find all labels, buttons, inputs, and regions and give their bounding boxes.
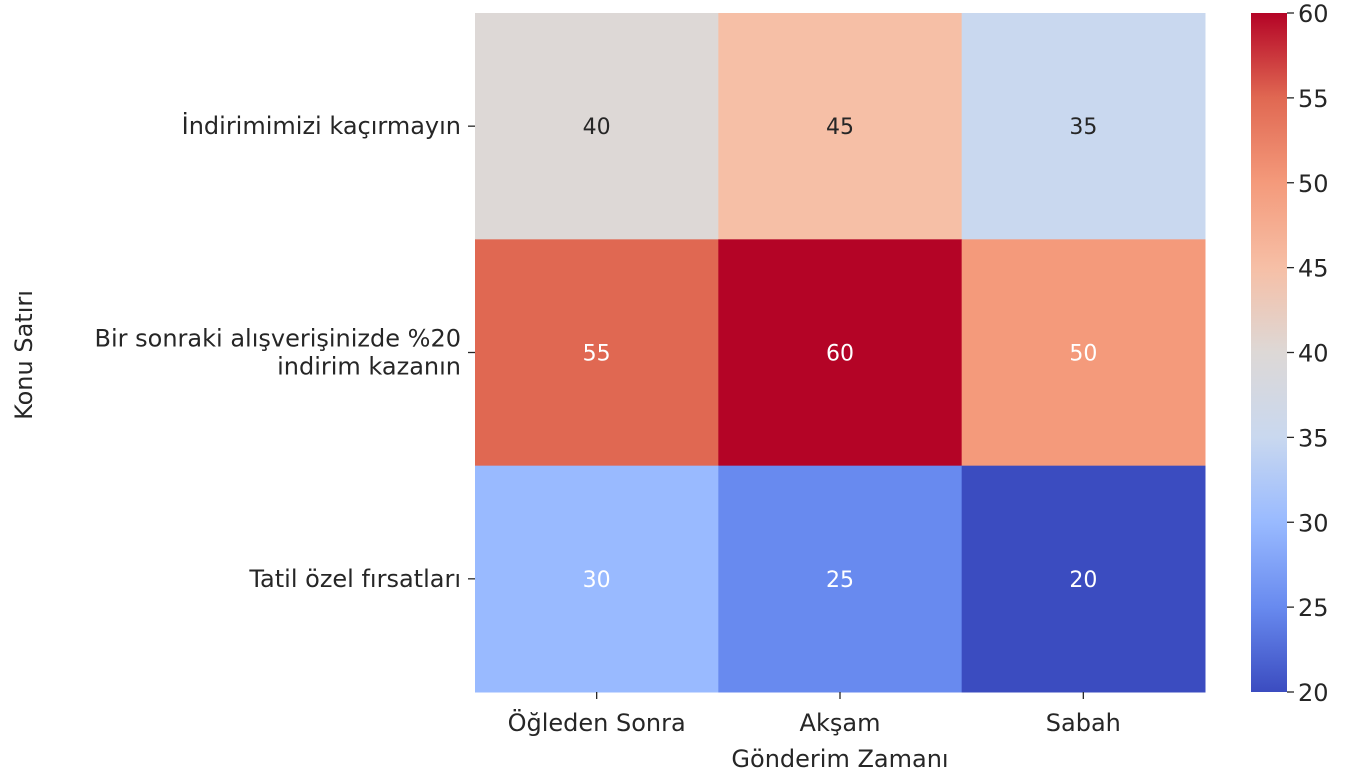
heatmap-cell <box>961 465 1206 693</box>
y-tick-label: Tatil özel fırsatları <box>248 565 461 593</box>
x-tick-label: Sabah <box>1046 709 1121 737</box>
y-tick-label: indirim kazanın <box>277 353 461 381</box>
cell-value-label: 50 <box>1069 342 1097 367</box>
colorbar <box>1251 13 1287 692</box>
colorbar-tick-label: 30 <box>1298 509 1329 537</box>
y-tick-label: Bir sonraki alışverişinizde %20 <box>95 325 461 353</box>
colorbar-tick-label: 50 <box>1298 170 1329 198</box>
heatmap-cell <box>718 13 963 240</box>
x-tick-label: Öğleden Sonra <box>508 708 686 737</box>
heatmap-cell <box>475 465 719 693</box>
heatmap-cell <box>961 13 1206 240</box>
colorbar-tick-label: 60 <box>1298 0 1329 28</box>
cell-value-label: 45 <box>826 115 854 140</box>
x-axis-title: Gönderim Zamanı <box>731 745 948 773</box>
y-tick-label: İndirimimizi kaçırmayın <box>182 111 461 140</box>
cell-value-label: 20 <box>1069 568 1097 593</box>
colorbar-tick-label: 55 <box>1298 85 1329 113</box>
cell-value-label: 30 <box>583 568 611 593</box>
heatmap-cell <box>961 239 1206 467</box>
colorbar-tick-label: 45 <box>1298 255 1329 283</box>
heatmap-cell <box>718 239 963 467</box>
heatmap-cell <box>718 465 963 693</box>
cell-value-label: 40 <box>583 115 611 140</box>
colorbar-tick-label: 25 <box>1298 594 1329 622</box>
cell-value-label: 55 <box>583 342 611 367</box>
cell-value-label: 60 <box>826 342 854 367</box>
heatmap-cell <box>475 13 719 240</box>
colorbar-tick-label: 40 <box>1298 340 1329 368</box>
cell-value-label: 35 <box>1069 115 1097 140</box>
cell-value-label: 25 <box>826 568 854 593</box>
colorbar-tick-label: 35 <box>1298 424 1329 452</box>
heatmap-cell <box>475 239 719 467</box>
y-axis-title: Konu Satırı <box>10 290 38 420</box>
colorbar-tick-label: 20 <box>1298 679 1329 707</box>
x-tick-label: Akşam <box>800 709 881 737</box>
